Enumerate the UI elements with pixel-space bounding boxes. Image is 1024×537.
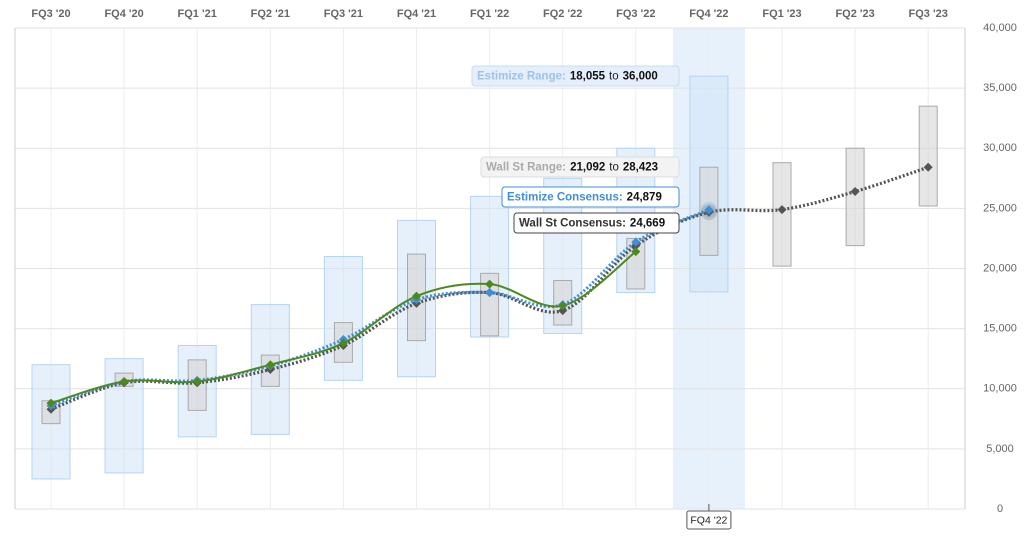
wallst-range-box (918, 105, 938, 207)
point-marker (485, 279, 495, 289)
tooltip: Estimize Consensus: 24,879 (501, 186, 680, 208)
point-marker (412, 291, 421, 301)
point-marker (46, 398, 56, 408)
x-tick-label: FQ2 '23 (835, 8, 874, 20)
tooltip-box (480, 156, 680, 178)
tooltip-label: Wall St Consensus: (519, 218, 626, 230)
series-line (50, 208, 710, 408)
tooltip-joiner: to (609, 71, 619, 83)
x-tick-label: FQ2 '21 (251, 8, 290, 20)
x-tick-label: FQ3 '22 (616, 8, 655, 20)
tooltip: Wall St Consensus: 24,669 (513, 212, 680, 234)
y-tick-label: 15,000 (983, 323, 1017, 335)
tooltip-label: Estimize Range: (477, 71, 566, 83)
point-marker (192, 377, 202, 387)
point-marker (338, 338, 348, 348)
tooltip-value: 21,092 (570, 162, 605, 174)
y-tick-label: 5,000 (986, 443, 1014, 455)
point-marker (631, 247, 641, 257)
x-tooltip-label: FQ4 '22 (690, 514, 727, 526)
point-marker (265, 360, 275, 370)
x-tick-label: FQ3 '20 (31, 8, 70, 20)
wallst-range-box (845, 147, 865, 247)
x-tooltip-box (686, 510, 732, 530)
wallst-range-box (480, 272, 500, 337)
point-marker (850, 187, 860, 197)
x-tick-label: FQ4 '21 (397, 8, 436, 20)
estimize-range-box (689, 75, 729, 293)
y-tick-label: 40,000 (983, 22, 1017, 34)
x-tick-label: FQ1 '23 (762, 8, 801, 20)
y-tick-label: 30,000 (983, 142, 1017, 154)
tooltip-label: Estimize Consensus: (507, 192, 623, 204)
point-marker (119, 377, 129, 387)
x-tick-label: FQ2 '22 (543, 8, 582, 20)
x-tick-label: FQ4 '20 (104, 8, 143, 20)
point-marker (631, 237, 641, 247)
tooltip-value: 28,423 (623, 162, 658, 174)
point-marker (923, 162, 933, 172)
tooltip-box (513, 212, 680, 234)
tooltip-box (471, 65, 680, 87)
x-tick-label: FQ3 '23 (909, 8, 948, 20)
point-marker (704, 205, 714, 215)
tooltip-label: Wall St Range: (486, 162, 566, 174)
x-tick-label: FQ1 '22 (470, 8, 509, 20)
y-tick-label: 10,000 (983, 383, 1017, 395)
y-tick-label: 0 (997, 503, 1003, 515)
point-marker (777, 205, 787, 215)
tooltip-value: 24,879 (627, 192, 662, 204)
x-tick-label: FQ1 '21 (178, 8, 217, 20)
wallst-range-box (772, 162, 792, 267)
x-tick-label: FQ4 '22 (689, 8, 728, 20)
tooltip-value: 24,669 (630, 218, 665, 230)
y-tick-label: 35,000 (983, 82, 1017, 94)
series-line (50, 250, 637, 405)
x-tick-label: FQ3 '21 (324, 8, 363, 20)
point-marker (558, 306, 568, 316)
tooltip-value: 18,055 (570, 71, 606, 83)
point-marker (558, 301, 568, 311)
tooltip: Estimize Range: 18,055 to 36,000 (471, 65, 680, 87)
tooltip: Wall St Range: 21,092 to 28,423 (480, 156, 680, 178)
y-tick-label: 25,000 (983, 202, 1017, 214)
tooltip-joiner: to (609, 162, 619, 174)
tooltip-box (501, 186, 680, 208)
tooltip-value: 36,000 (623, 71, 658, 83)
point-marker (485, 288, 495, 298)
y-tick-label: 20,000 (983, 262, 1017, 274)
